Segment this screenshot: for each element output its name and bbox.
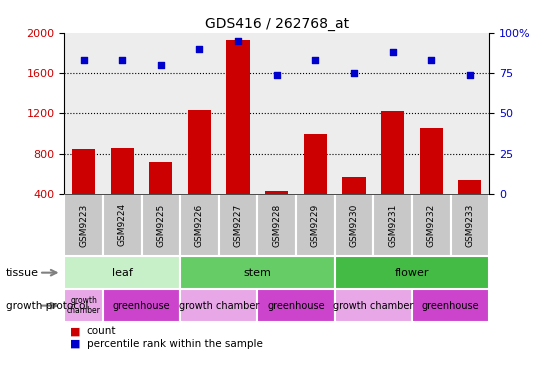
- Bar: [219, 194, 257, 256]
- Bar: [373, 33, 412, 194]
- Text: GSM9223: GSM9223: [79, 203, 88, 247]
- Bar: [342, 177, 366, 194]
- Bar: [257, 289, 335, 322]
- Bar: [180, 289, 257, 322]
- Bar: [257, 33, 296, 194]
- Text: GSM9230: GSM9230: [349, 203, 358, 247]
- Text: GSM9231: GSM9231: [388, 203, 397, 247]
- Text: greenhouse: greenhouse: [113, 300, 170, 311]
- Text: growth chamber: growth chamber: [178, 300, 259, 311]
- Text: growth protocol: growth protocol: [6, 300, 88, 311]
- Bar: [103, 289, 180, 322]
- Bar: [141, 194, 180, 256]
- Text: GSM9228: GSM9228: [272, 203, 281, 247]
- Text: leaf: leaf: [112, 268, 132, 278]
- Bar: [296, 33, 335, 194]
- Text: GSM9226: GSM9226: [195, 203, 204, 247]
- Text: GSM9233: GSM9233: [465, 203, 475, 247]
- Point: [157, 62, 165, 68]
- Text: percentile rank within the sample: percentile rank within the sample: [87, 339, 263, 349]
- Bar: [451, 194, 489, 256]
- Bar: [412, 33, 451, 194]
- Bar: [335, 194, 373, 256]
- Point: [195, 46, 204, 52]
- Point: [272, 72, 281, 78]
- Bar: [103, 33, 141, 194]
- Point: [349, 70, 358, 76]
- Bar: [265, 191, 288, 194]
- Title: GDS416 / 262768_at: GDS416 / 262768_at: [205, 16, 349, 30]
- Bar: [64, 256, 180, 289]
- Point: [388, 49, 397, 55]
- Text: GSM9232: GSM9232: [427, 203, 435, 247]
- Bar: [180, 33, 219, 194]
- Bar: [335, 289, 412, 322]
- Bar: [420, 127, 443, 194]
- Bar: [103, 194, 141, 256]
- Text: greenhouse: greenhouse: [267, 300, 325, 311]
- Bar: [226, 40, 250, 194]
- Bar: [72, 149, 95, 194]
- Text: count: count: [87, 326, 116, 336]
- Point: [465, 72, 474, 78]
- Bar: [412, 194, 451, 256]
- Bar: [180, 194, 219, 256]
- Bar: [188, 111, 211, 194]
- Text: tissue: tissue: [6, 268, 39, 278]
- Text: greenhouse: greenhouse: [421, 300, 479, 311]
- Text: ■: ■: [70, 339, 80, 349]
- Text: stem: stem: [244, 268, 271, 278]
- Point: [311, 57, 320, 63]
- Point: [427, 57, 435, 63]
- Bar: [458, 180, 481, 194]
- Bar: [335, 256, 489, 289]
- Bar: [296, 194, 335, 256]
- Text: GSM9229: GSM9229: [311, 203, 320, 247]
- Point: [118, 57, 127, 63]
- Point: [234, 38, 243, 44]
- Text: GSM9224: GSM9224: [118, 203, 127, 246]
- Text: growth chamber: growth chamber: [333, 300, 414, 311]
- Text: growth
chamber: growth chamber: [67, 296, 101, 315]
- Text: ■: ■: [70, 326, 80, 336]
- Bar: [64, 33, 103, 194]
- Bar: [304, 134, 327, 194]
- Bar: [64, 289, 103, 322]
- Text: GSM9225: GSM9225: [157, 203, 165, 247]
- Bar: [373, 194, 412, 256]
- Text: flower: flower: [395, 268, 429, 278]
- Point: [79, 57, 88, 63]
- Bar: [64, 194, 103, 256]
- Bar: [451, 33, 489, 194]
- Bar: [381, 111, 404, 194]
- Bar: [335, 33, 373, 194]
- Bar: [257, 194, 296, 256]
- Bar: [111, 147, 134, 194]
- Bar: [180, 256, 335, 289]
- Bar: [219, 33, 257, 194]
- Bar: [149, 162, 172, 194]
- Bar: [412, 289, 489, 322]
- Text: GSM9227: GSM9227: [234, 203, 243, 247]
- Bar: [141, 33, 180, 194]
